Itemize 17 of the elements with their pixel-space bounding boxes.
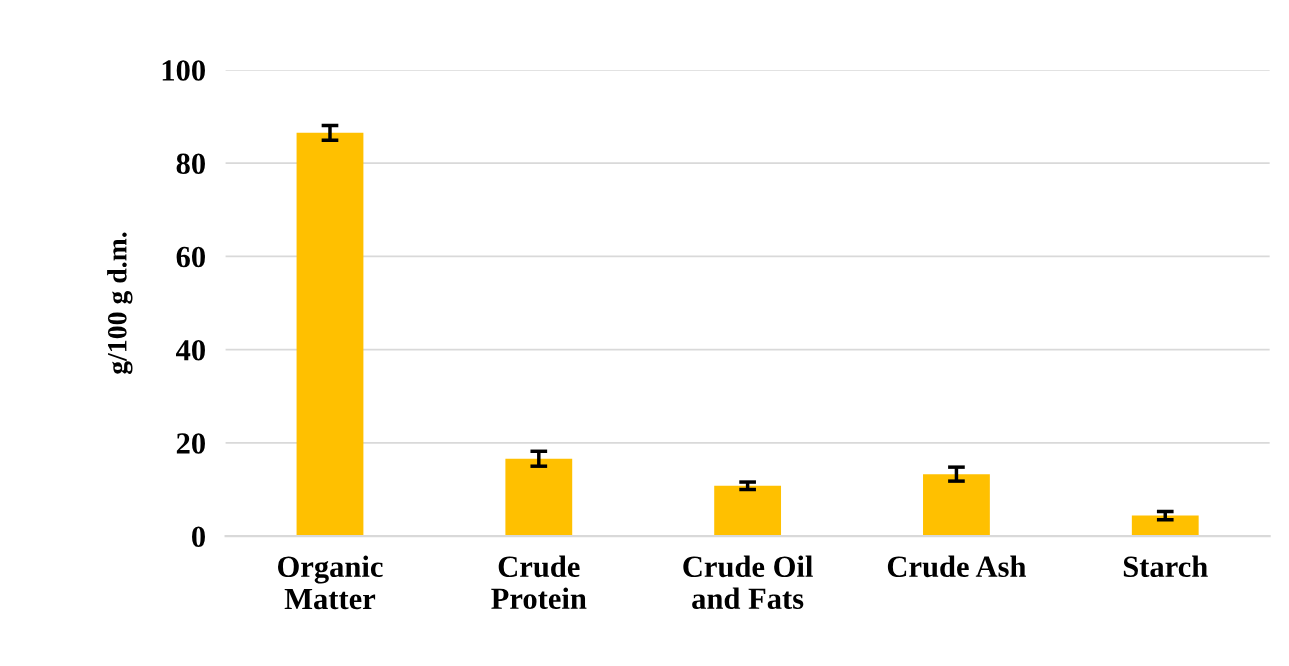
y-tick-label: 40 [176, 339, 205, 361]
x-tick-label: Crude Protein [491, 555, 587, 610]
y-tick-label: 20 [176, 433, 205, 454]
bar [1131, 515, 1199, 537]
y-axis-title: g/100 g d.m. [107, 232, 133, 375]
x-tick-label: Organic Matter [278, 555, 383, 610]
bar [296, 132, 364, 537]
bar [505, 458, 573, 537]
y-tick-label: 60 [176, 246, 205, 268]
x-tick-label: Starch [1123, 555, 1208, 578]
bar [923, 474, 990, 537]
bar [714, 485, 782, 537]
y-tick-label: 80 [176, 153, 205, 175]
x-tick-label: Crude Ash [887, 555, 1027, 578]
x-tick-label: Crude Oil and Fats [683, 555, 813, 610]
y-tick-label: 100 [162, 60, 205, 81]
y-tick-label: 0 [192, 526, 205, 548]
